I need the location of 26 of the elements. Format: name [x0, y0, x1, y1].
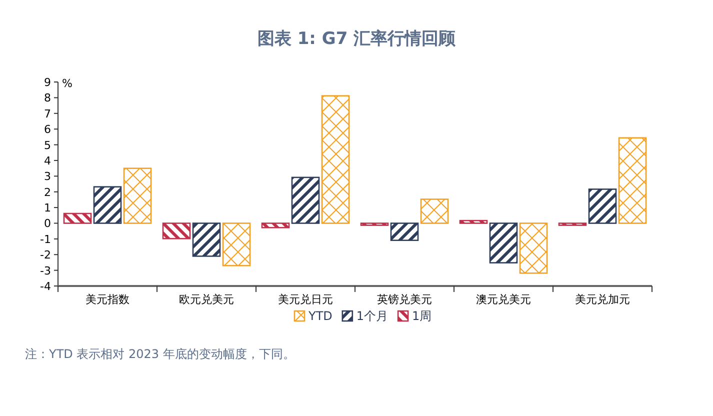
- y-tick-label: 6: [44, 123, 51, 136]
- y-axis-title: %: [62, 77, 72, 90]
- y-tick-label: 3: [44, 170, 51, 184]
- x-tick-label: 澳元兑美元: [476, 293, 531, 306]
- y-tick-label: 9: [44, 76, 51, 89]
- y-tick-label: 8: [44, 92, 51, 105]
- y-tick-label: -2: [40, 248, 51, 262]
- y-tick-label: 2: [44, 186, 51, 199]
- x-tick-label: 美元兑加元: [575, 293, 630, 306]
- x-tick-label: 欧元兑美元: [179, 293, 234, 306]
- legend-label: YTD: [308, 309, 332, 323]
- y-tick-label: 1: [44, 202, 51, 215]
- y-tick-label: -4: [40, 280, 51, 293]
- y-tick-label: 4: [44, 154, 51, 168]
- y-tick-label: 7: [44, 107, 51, 120]
- legend-label: 1周: [412, 309, 432, 323]
- chart-title: 图表 1: G7 汇率行情回顾: [257, 29, 457, 49]
- x-tick-label: 美元兑日元: [278, 293, 333, 306]
- y-tick-label: 5: [44, 138, 51, 152]
- text: 注：YTD 表示相对 2023 年底的变动幅度，下同。: [25, 347, 295, 361]
- x-tick-label: 英镑兑美元: [377, 293, 432, 306]
- y-tick-label: -1: [40, 232, 51, 246]
- x-tick-label: 美元指数: [86, 293, 130, 306]
- y-tick-label: -3: [40, 264, 51, 278]
- y-tick-label: 0: [44, 217, 51, 230]
- legend-label: 1个月: [356, 309, 388, 323]
